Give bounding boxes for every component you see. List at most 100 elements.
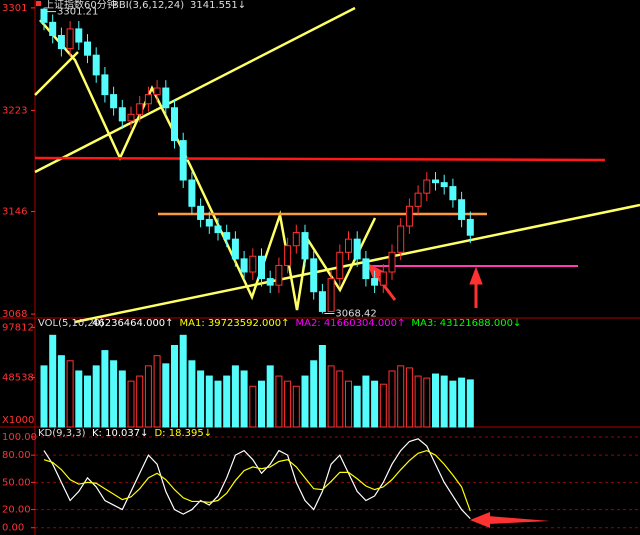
volume-bar (162, 363, 170, 428)
candle-body (49, 21, 57, 36)
volume-bar (240, 370, 248, 428)
volume-bar (284, 380, 292, 428)
volume-bar (379, 383, 387, 428)
trend-line (34, 6, 356, 174)
candle-body (136, 103, 144, 115)
chart-title: 上证指数60分钟 (44, 0, 117, 11)
panel-title: VOL(5,10,20) (38, 318, 104, 329)
legend-value: 3141.551↓ (190, 0, 246, 11)
title-marker (36, 1, 41, 6)
candle-body (458, 199, 466, 220)
y-tick-label: 3301 (2, 3, 27, 14)
volume-bar (110, 360, 118, 428)
candle-body (432, 179, 439, 184)
volume-bar (432, 373, 439, 428)
volume-bar (66, 360, 74, 428)
volume-bar (458, 377, 466, 428)
candle-body (205, 218, 213, 227)
volume-bar (171, 345, 178, 428)
volume-bar (301, 375, 309, 428)
volume-bar (40, 365, 48, 428)
candle-body (249, 255, 257, 273)
candle-body (110, 94, 118, 109)
candle-body (266, 278, 274, 286)
volume-bar (49, 334, 57, 428)
volume-bar (275, 375, 283, 428)
candle-body (153, 87, 161, 96)
candle-body (388, 251, 396, 273)
volume-bar (397, 365, 405, 428)
candle-body (144, 94, 152, 105)
arrow-head (469, 266, 483, 285)
candle-body (179, 140, 187, 181)
volume-bar (345, 380, 352, 428)
arrow (374, 274, 397, 301)
annotation: 3068.42 (335, 309, 376, 320)
volume-bar (414, 375, 422, 428)
readout: K: 10.037↓ (92, 428, 148, 439)
candle-body (466, 218, 474, 236)
y-tick-label: 100.00 (2, 432, 37, 443)
volume-bar (188, 360, 196, 428)
annotation: 3301.21 (57, 7, 98, 18)
arrows (367, 262, 550, 528)
candle-body (353, 238, 361, 260)
kd-line (43, 438, 471, 520)
volume-bar (258, 380, 265, 428)
volume-bar (179, 334, 187, 428)
volume-bar (223, 375, 231, 428)
candle-body (118, 107, 126, 122)
candle-body (379, 271, 387, 286)
volume-bar (231, 365, 239, 428)
volume-bar (101, 350, 109, 428)
candle-body (414, 192, 422, 207)
candle-body (301, 232, 309, 260)
volume-bar (440, 375, 448, 428)
candle-body (345, 238, 352, 253)
candle-body (75, 28, 83, 43)
legend: BBI(3,6,12,24) (112, 0, 184, 11)
y-tick-label: 80.00 (2, 450, 31, 461)
volume-bar (57, 355, 65, 428)
candle-body (423, 179, 431, 194)
y-tick-label: 3223 (2, 105, 27, 116)
candle-body (336, 251, 344, 280)
volume-bar (92, 365, 100, 428)
candle-body (162, 87, 170, 109)
candle-body (371, 278, 379, 286)
candle-body (40, 8, 48, 23)
kd-line (43, 449, 471, 512)
candle-body (57, 34, 65, 50)
candle-body (127, 113, 135, 122)
arrow-head (470, 512, 490, 528)
candle-body (188, 179, 196, 207)
volume-bar (353, 385, 361, 428)
arrow (488, 516, 550, 524)
volume-bar (371, 380, 379, 428)
y-tick-label: 3068 (2, 309, 27, 320)
candle-body (318, 291, 326, 312)
arrow-head (367, 262, 385, 281)
candle-body (258, 255, 265, 280)
readout: MA1: 39723592.000↑ (180, 318, 290, 329)
volume-bar (336, 370, 344, 428)
candle-body (405, 205, 413, 227)
volume-bar (214, 380, 222, 428)
readout: D: 18.395↓ (154, 428, 212, 439)
volume-bar (449, 380, 457, 428)
candle-body (171, 107, 178, 142)
y-tick-label: 48538 (2, 373, 34, 384)
candle-body (66, 28, 74, 50)
volume-bar (153, 355, 161, 428)
candle-body (327, 278, 335, 312)
candle-body (449, 186, 457, 201)
unit-label: X1000 (2, 415, 34, 426)
volume-bar (249, 385, 257, 428)
volume-bar (127, 380, 135, 428)
volume-bar (466, 379, 474, 428)
candle-body (284, 245, 292, 266)
candle-body (223, 232, 231, 240)
volume-bar (362, 375, 370, 428)
